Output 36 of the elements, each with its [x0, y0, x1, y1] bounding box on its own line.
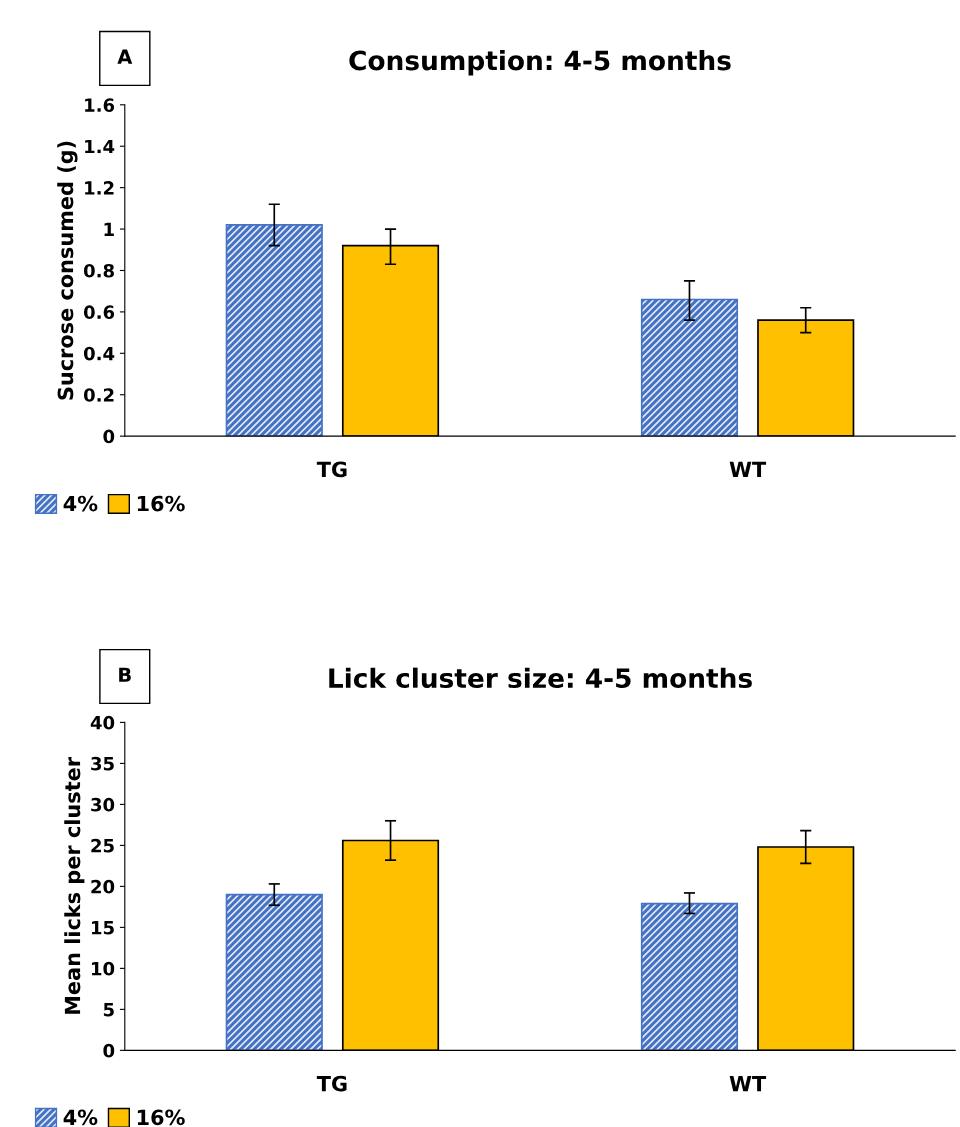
- y-tick-label: 1.6: [85, 98, 115, 112]
- legend-label: 4%: [63, 495, 98, 512]
- y-tick-label: 10: [91, 961, 115, 976]
- bar: [640, 902, 739, 1051]
- y-tick-label: 5: [103, 1003, 114, 1017]
- y-tick-label: 0.8: [83, 263, 114, 278]
- y-axis-title: Sucrose consumed (g): [57, 141, 78, 400]
- text: B: [119, 667, 131, 682]
- x-tick-label: TG: [316, 461, 347, 478]
- text: A: [117, 49, 133, 64]
- y-tick-label: 20: [91, 879, 115, 894]
- y-tick-label: 15: [91, 921, 114, 935]
- chart-title: Lick cluster size: 4-5 months: [329, 667, 752, 689]
- y-axis-title: Mean licks per cluster: [64, 757, 85, 1014]
- y-tick-label: 1.4: [85, 139, 115, 154]
- y-tick-label: 0.2: [83, 388, 114, 402]
- bar: [225, 224, 323, 437]
- y-tick-label: 1: [104, 222, 114, 236]
- y-tick-label: 0: [103, 1043, 115, 1058]
- x-tick-label: WT: [729, 1076, 767, 1092]
- y-tick-label: 40: [90, 715, 115, 730]
- bar: [225, 893, 323, 1051]
- bar: [640, 298, 739, 437]
- y-tick-label: 30: [91, 797, 115, 812]
- legend-label: 16%: [137, 495, 185, 512]
- y-tick-label: 0.6: [83, 305, 115, 320]
- chart-title: Consumption: 4-5 months: [349, 50, 731, 76]
- y-tick-label: 0.4: [83, 346, 115, 361]
- legend-label: 4%: [63, 1109, 98, 1126]
- x-tick-label: TG: [316, 1075, 347, 1092]
- y-tick-label: 25: [91, 838, 114, 853]
- y-tick-label: 35: [91, 756, 114, 771]
- legend-label: 16%: [137, 1109, 185, 1126]
- y-tick-label: 1.2: [85, 181, 114, 195]
- y-tick-label: 0: [103, 429, 115, 444]
- x-tick-label: WT: [729, 461, 767, 477]
